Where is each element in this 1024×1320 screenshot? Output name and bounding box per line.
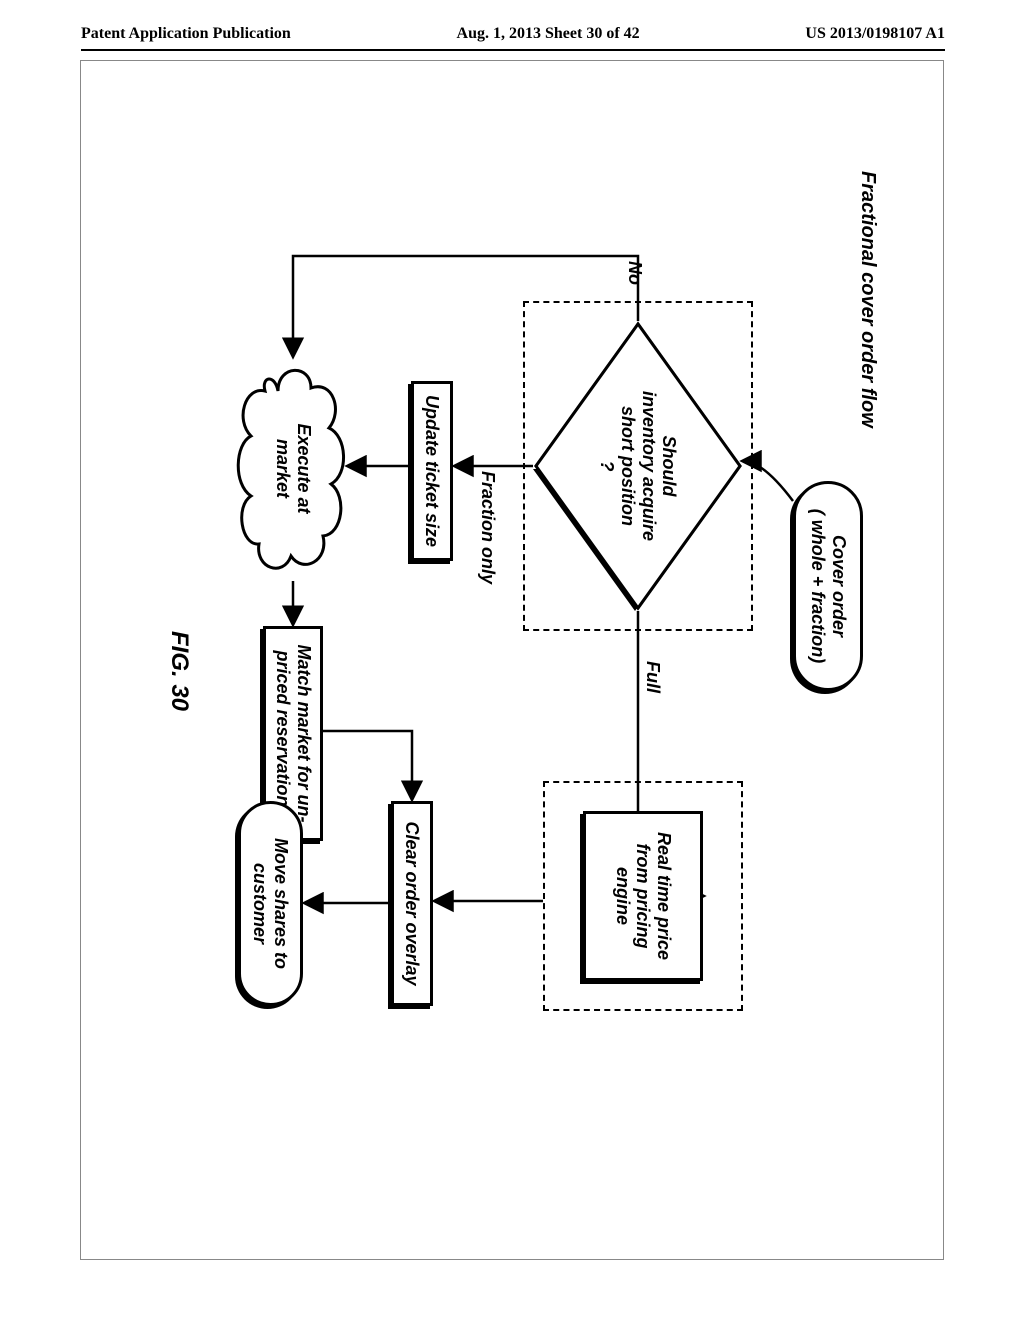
header-right: US 2013/0198107 A1 <box>805 25 945 43</box>
edge-label-fraction-only: Fraction only <box>477 471 498 584</box>
node-update-ticket: Update ticket size <box>411 381 453 561</box>
cover-order-line1: Cover order <box>829 535 849 637</box>
page-frame: Patent Application Publication Aug. 1, 2… <box>80 60 944 1260</box>
node-move-shares: Move shares to customer <box>238 801 303 1006</box>
cover-order-line2: ( whole + fraction) <box>808 509 828 664</box>
figure-caption: FIG. 30 <box>165 631 193 711</box>
edge-label-no: No <box>624 261 645 285</box>
execute-label: Execute at market <box>233 356 353 581</box>
page-header: Patent Application Publication Aug. 1, 2… <box>81 25 945 43</box>
node-execute-at-market: Execute at market <box>233 356 353 581</box>
edge-label-full: Full <box>642 661 663 693</box>
header-rule <box>81 49 945 51</box>
diagram-title: Fractional cover order flow <box>853 171 883 531</box>
node-decision: Should inventory acquire short position … <box>533 321 743 611</box>
decision-label: Should inventory acquire short position … <box>533 321 743 611</box>
header-center: Aug. 1, 2013 Sheet 30 of 42 <box>457 25 640 43</box>
node-cover-order: Cover order ( whole + fraction) <box>793 481 863 691</box>
flowchart-diagram: Fractional cover order flow Cover order … <box>133 161 893 1081</box>
node-real-time-price: Real time price from pricing engine <box>583 811 703 981</box>
node-clear-order: Clear order overlay <box>391 801 433 1006</box>
header-left: Patent Application Publication <box>81 25 291 43</box>
